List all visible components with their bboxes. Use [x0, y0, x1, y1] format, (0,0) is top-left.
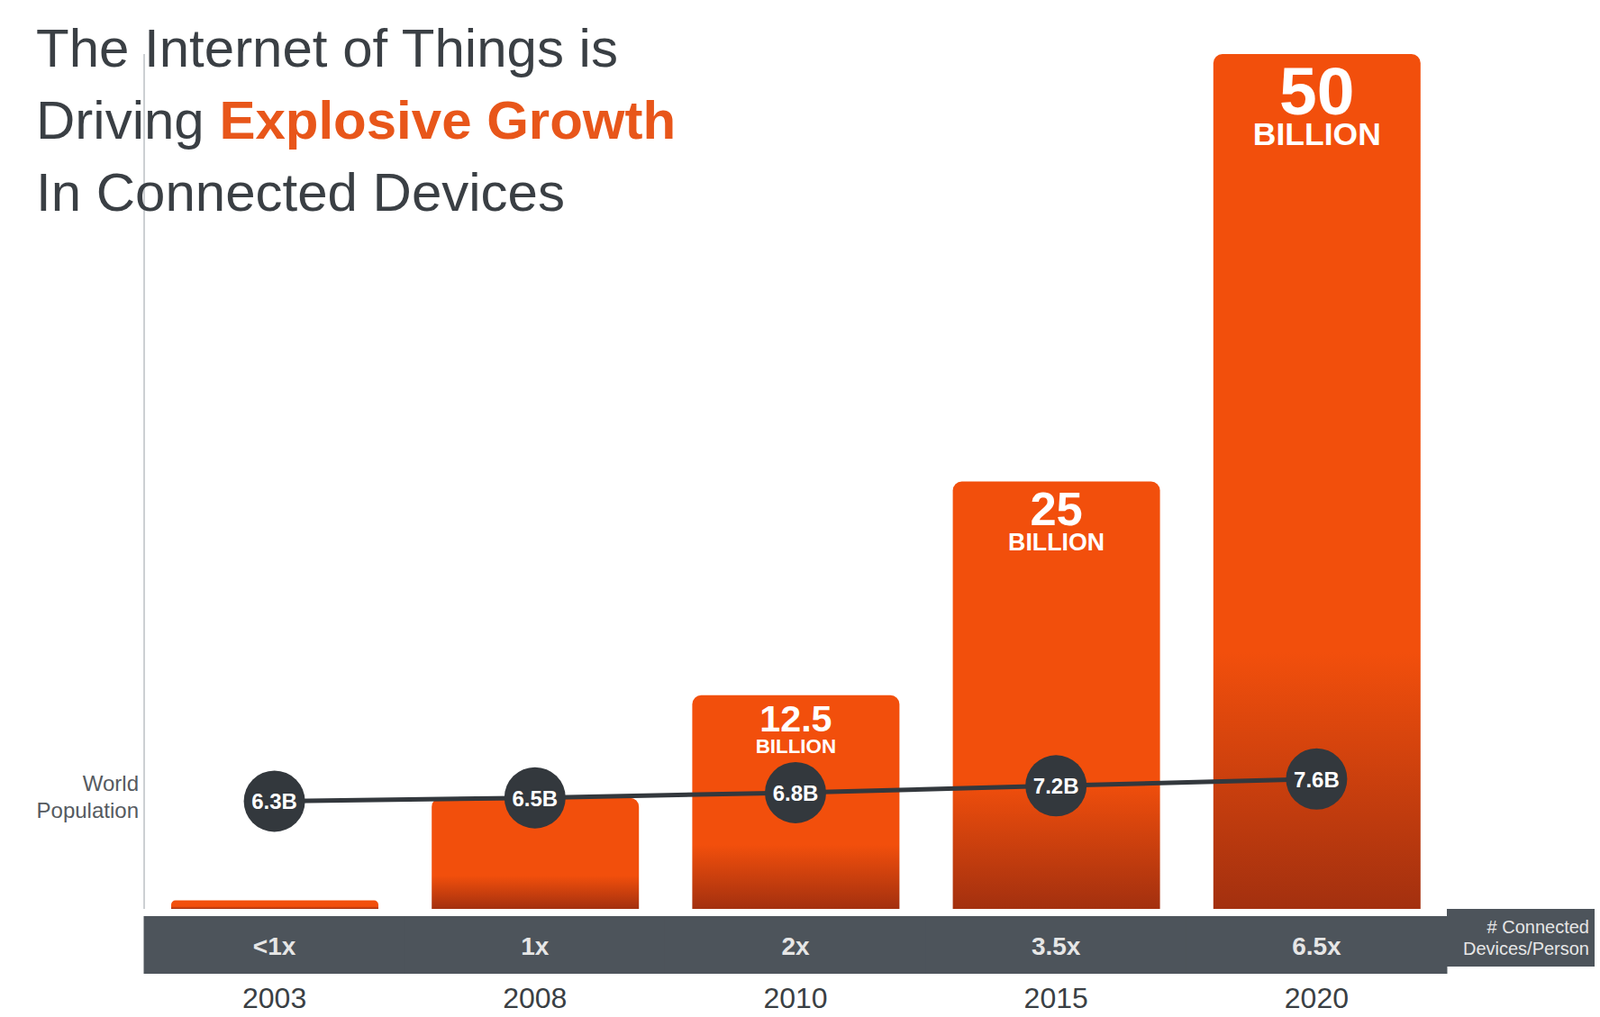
- svg-text:2015: 2015: [1024, 981, 1089, 1015]
- svg-text:12.5: 12.5: [759, 698, 832, 740]
- svg-text:2020: 2020: [1284, 981, 1349, 1015]
- svg-text:7.2B: 7.2B: [1033, 773, 1080, 799]
- svg-text:2x: 2x: [781, 932, 810, 961]
- html-text:Driving Explosive Growth: Driving Explosive Growth: [36, 90, 676, 151]
- svg-text:2010: 2010: [763, 981, 828, 1015]
- svg-text:6.5x: 6.5x: [1291, 932, 1342, 961]
- svg-text:2008: 2008: [502, 981, 567, 1015]
- svg-text:BILLION: BILLION: [755, 735, 837, 758]
- svg-text:2003: 2003: [242, 981, 307, 1015]
- html-text:In Connected Devices: In Connected Devices: [36, 162, 565, 223]
- svg-text:25: 25: [1029, 481, 1082, 536]
- svg-text:3.5x: 3.5x: [1031, 932, 1082, 961]
- svg-text:6.8B: 6.8B: [772, 781, 819, 806]
- svg-text:BILLION: BILLION: [1008, 528, 1105, 556]
- svg-text:50: 50: [1279, 52, 1355, 129]
- html-text:# Connected Devices/Person: # Connected Devices/Person: [1462, 917, 1590, 959]
- svg-text:1x: 1x: [520, 932, 550, 961]
- svg-text:<1x: <1x: [253, 932, 297, 961]
- svg-text:7.6B: 7.6B: [1293, 767, 1340, 792]
- svg-text:BILLION: BILLION: [1253, 116, 1382, 153]
- svg-text:6.3B: 6.3B: [251, 789, 298, 814]
- html-text:World Population: World Population: [36, 771, 139, 823]
- html-text:The Internet of Things is: The Internet of Things is: [36, 18, 618, 79]
- svg-text:6.5B: 6.5B: [511, 786, 558, 811]
